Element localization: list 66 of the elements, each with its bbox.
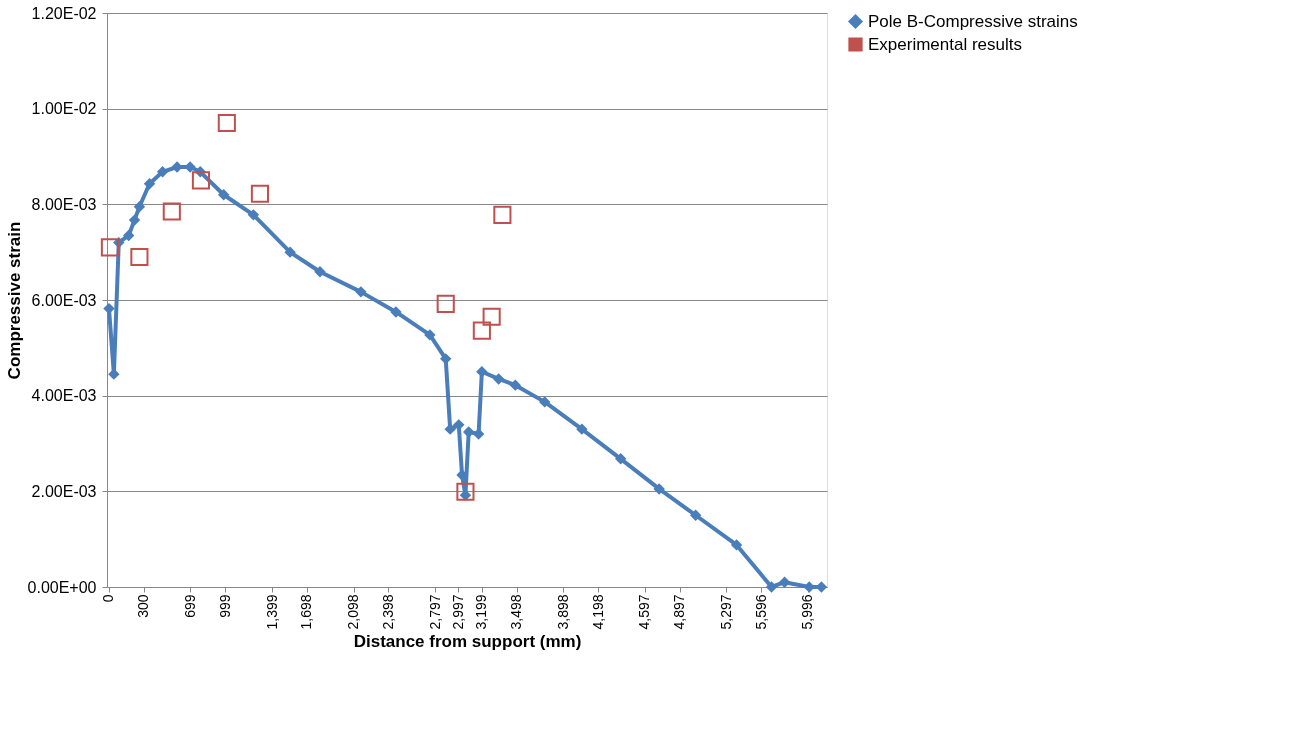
- x-tick-label: 5,596: [752, 594, 769, 630]
- point: [128, 214, 141, 226]
- point: [122, 229, 135, 242]
- y-tick-label: 1.00E-02: [31, 100, 97, 118]
- x-tick-label: 699: [181, 594, 198, 618]
- y-tick-label: 6.00E-03: [31, 291, 97, 309]
- x-tick-label: 1,698: [298, 594, 315, 630]
- point: [476, 366, 488, 378]
- point: [462, 426, 475, 438]
- point: [247, 209, 260, 221]
- point: [250, 184, 269, 203]
- point: [493, 205, 512, 224]
- point: [217, 113, 236, 133]
- x-tick-label: 300: [135, 594, 152, 618]
- point: [538, 396, 551, 408]
- point: [284, 246, 296, 258]
- point: [765, 581, 778, 593]
- point: [100, 238, 119, 257]
- point: [133, 201, 146, 213]
- y-tick-label: 8.00E-03: [31, 195, 97, 213]
- x-tick-label: 2,797: [426, 594, 443, 630]
- point: [355, 286, 367, 298]
- y-tick-label: 4.00E-03: [31, 387, 97, 405]
- x-tick-label: 4,198: [589, 594, 606, 630]
- point: [653, 483, 665, 495]
- x-tick-label: 3,199: [473, 594, 490, 630]
- point: [424, 329, 436, 341]
- point: [482, 307, 501, 326]
- x-tick-label: 4,597: [636, 594, 653, 630]
- x-tick-label: 1,399: [263, 594, 280, 630]
- legend-label: Experimental results: [868, 34, 1023, 54]
- point: [436, 294, 455, 313]
- x-tick-label: 5,996: [799, 594, 816, 630]
- x-tick-label: 2,997: [449, 594, 466, 630]
- point: [156, 166, 169, 178]
- point: [492, 373, 505, 385]
- y-tick-label: 1.20E-02: [31, 4, 97, 22]
- x-tick-label: 3,898: [554, 594, 571, 630]
- point: [217, 189, 230, 201]
- point: [456, 482, 475, 501]
- x-tick-label: 999: [216, 594, 233, 618]
- y-axis-title: Compressive strain: [4, 221, 24, 380]
- point: [390, 306, 402, 318]
- y-tick-label: 2.00E-03: [31, 482, 97, 500]
- x-tick-label: 5,297: [717, 594, 734, 630]
- point: [314, 266, 326, 278]
- point: [143, 178, 156, 190]
- x-tick-label: 4,897: [671, 594, 688, 630]
- point: [778, 576, 791, 588]
- point: [191, 171, 211, 190]
- point: [509, 379, 522, 391]
- x-tick-label: 0: [100, 594, 117, 603]
- point: [130, 247, 149, 267]
- point: [576, 423, 588, 435]
- point: [614, 453, 627, 465]
- point: [472, 321, 491, 340]
- point: [444, 423, 456, 435]
- point: [730, 539, 743, 551]
- point: [162, 202, 181, 221]
- x-axis-title: Distance from support (mm): [353, 631, 582, 651]
- x-tick-label: 2,398: [380, 594, 396, 630]
- legend-label: Pole B-Compressive strains: [868, 11, 1078, 31]
- x-tick-label: 3,498: [508, 594, 525, 630]
- point: [689, 509, 702, 521]
- x-tick-label: 2,098: [345, 594, 362, 630]
- y-tick-label: 0.00E+00: [27, 578, 97, 596]
